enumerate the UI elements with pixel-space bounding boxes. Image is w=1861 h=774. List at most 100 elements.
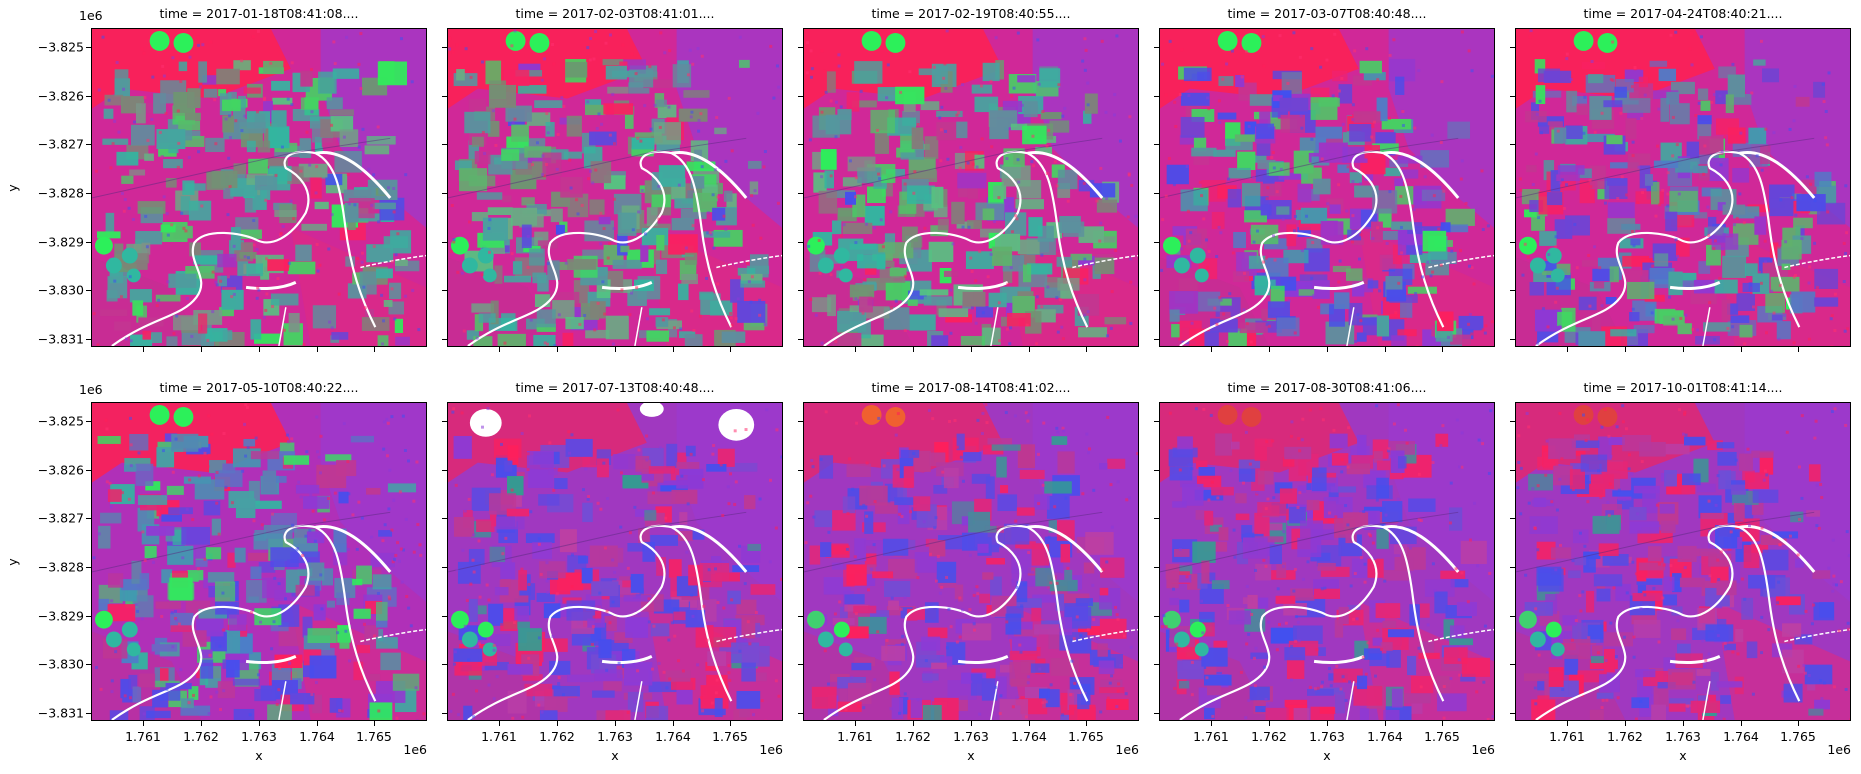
y-tick-mark	[1154, 339, 1159, 340]
y-tick-mark	[798, 616, 803, 617]
x-tick-label: 1.763	[1665, 729, 1701, 744]
x-tick-mark	[971, 347, 972, 352]
x-tick-label: 1.762	[1607, 729, 1643, 744]
subplot-panel: time = 2017-04-24T08:40:21....	[1510, 6, 1851, 352]
x-tick-label: 1.761	[1193, 729, 1229, 744]
y-tick-label: −3.831	[37, 705, 84, 721]
y-tick-mark	[86, 47, 91, 48]
y-tick-mark	[1510, 470, 1515, 471]
x-tick-mark	[1741, 721, 1742, 726]
y-tick-mark	[798, 47, 803, 48]
y-tick-mark	[442, 518, 447, 519]
x-tick-mark	[1741, 347, 1742, 352]
image-raster	[447, 402, 783, 721]
x-tick-mark	[1683, 721, 1684, 726]
x-tick-label: 1.763	[597, 729, 633, 744]
subplot-title: time = 2017-02-19T08:40:55....	[871, 6, 1071, 21]
x-offset-label: 1e6	[1115, 742, 1139, 757]
x-tick-label: 1.762	[183, 729, 219, 744]
y-tick-mark	[1154, 47, 1159, 48]
image-raster	[91, 28, 427, 347]
y-tick-label: −3.830	[37, 282, 84, 298]
x-tick-label: 1.761	[125, 729, 161, 744]
y-tick-label: −3.827	[37, 510, 84, 526]
y-tick-mark	[798, 339, 803, 340]
x-tick-label: 1.765	[356, 729, 392, 744]
y-tick-label: −3.829	[37, 608, 84, 624]
y-tick-mark	[1154, 96, 1159, 97]
x-tick-label: 1.763	[953, 729, 989, 744]
x-tick-mark	[1086, 347, 1087, 352]
y-axis-label: y	[5, 184, 21, 192]
x-tick-label: 1.761	[837, 729, 873, 744]
y-tick-mark	[1510, 144, 1515, 145]
x-tick-mark	[1269, 347, 1270, 352]
x-tick-label: 1.765	[1780, 729, 1816, 744]
x-tick-label: 1.764	[1011, 729, 1047, 744]
x-tick-mark	[1567, 347, 1568, 352]
y-tick-label: −3.826	[37, 88, 84, 104]
y-tick-mark	[1510, 193, 1515, 194]
y-tick-mark	[86, 713, 91, 714]
y-tick-mark	[1510, 421, 1515, 422]
x-offset-label: 1e6	[759, 742, 783, 757]
y-tick-mark	[1154, 664, 1159, 665]
x-tick-label: 1.761	[481, 729, 517, 744]
x-axis-label: x	[255, 748, 263, 763]
y-tick-label: −3.829	[37, 234, 84, 250]
y-tick-mark	[1510, 96, 1515, 97]
x-tick-mark	[1029, 721, 1030, 726]
y-tick-mark	[1154, 144, 1159, 145]
x-tick-mark	[1683, 347, 1684, 352]
y-tick-mark	[1154, 616, 1159, 617]
x-tick-mark	[317, 347, 318, 352]
image-raster	[803, 402, 1139, 721]
x-tick-label: 1.764	[299, 729, 335, 744]
y-tick-label: −3.828	[37, 559, 84, 575]
subplot-title: time = 2017-01-18T08:41:08....	[159, 6, 359, 21]
x-tick-label: 1.764	[1723, 729, 1759, 744]
x-tick-label: 1.762	[895, 729, 931, 744]
subplot-panel: time = 2017-01-18T08:41:08.... −3.825 −3.8…	[5, 6, 427, 352]
subplot-panel: time = 2017-10-01T08:41:14.... 1.761 1.762…	[1510, 380, 1851, 763]
x-tick-mark	[201, 347, 202, 352]
x-tick-mark	[730, 721, 731, 726]
y-tick-mark	[86, 242, 91, 243]
x-tick-label: 1.765	[1068, 729, 1104, 744]
x-tick-mark	[201, 721, 202, 726]
x-tick-mark	[557, 347, 558, 352]
x-tick-label: 1.765	[1424, 729, 1460, 744]
y-tick-mark	[86, 616, 91, 617]
x-tick-mark	[374, 721, 375, 726]
y-offset-label: 1e6	[79, 382, 103, 397]
subplot-title: time = 2017-04-24T08:40:21....	[1583, 6, 1783, 21]
y-tick-mark	[1510, 567, 1515, 568]
y-tick-label: −3.825	[37, 39, 84, 55]
y-tick-mark	[442, 567, 447, 568]
y-tick-mark	[1154, 421, 1159, 422]
y-tick-mark	[1510, 339, 1515, 340]
y-tick-mark	[1154, 518, 1159, 519]
x-offset-label: 1e6	[1827, 742, 1851, 757]
y-tick-mark	[1154, 567, 1159, 568]
x-tick-mark	[143, 721, 144, 726]
y-tick-mark	[442, 242, 447, 243]
subplot-title: time = 2017-05-10T08:40:22....	[159, 380, 359, 395]
image-raster	[1159, 402, 1495, 721]
y-tick-mark	[1510, 290, 1515, 291]
y-tick-mark	[798, 290, 803, 291]
y-tick-mark	[86, 421, 91, 422]
x-tick-label: 1.763	[1309, 729, 1345, 744]
x-tick-mark	[855, 347, 856, 352]
subplot-panel: time = 2017-02-03T08:41:01....	[442, 6, 783, 352]
image-raster	[447, 28, 783, 347]
x-tick-label: 1.764	[655, 729, 691, 744]
x-tick-mark	[374, 347, 375, 352]
y-tick-mark	[798, 713, 803, 714]
y-tick-label: −3.827	[37, 136, 84, 152]
y-tick-mark	[86, 193, 91, 194]
x-tick-mark	[855, 721, 856, 726]
x-tick-mark	[557, 721, 558, 726]
subplot-title: time = 2017-02-03T08:41:01....	[515, 6, 715, 21]
image-raster	[1515, 402, 1851, 721]
